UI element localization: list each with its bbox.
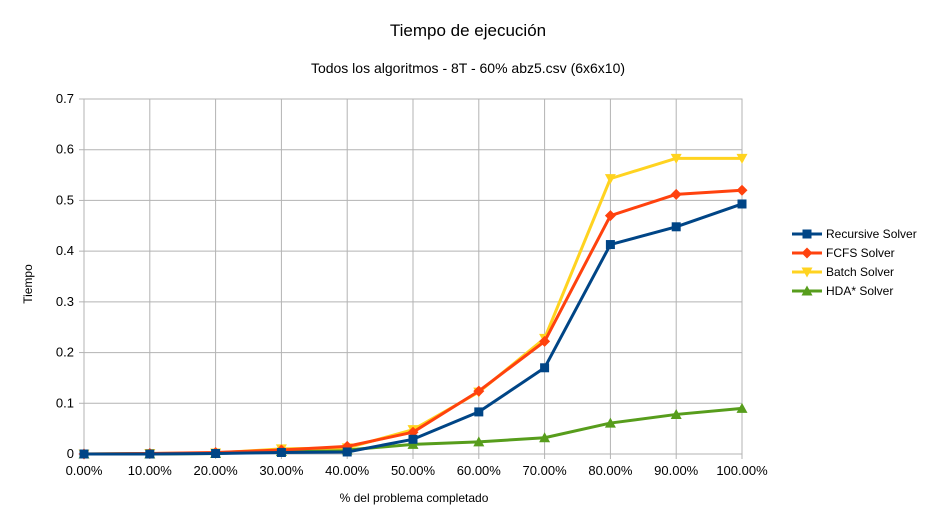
y-tick-label: 0.4 — [56, 243, 74, 258]
legend-item: HDA* Solver — [792, 284, 893, 298]
series-recursive-solver — [79, 199, 747, 459]
data-point — [670, 188, 682, 200]
data-point — [539, 335, 551, 347]
data-point — [211, 448, 221, 458]
data-point — [407, 438, 419, 449]
data-point — [604, 210, 616, 222]
data-point — [145, 449, 155, 459]
axes: 0 0.1 0.2 0.3 0.4 0.5 0.6 0.7 0.00% 10.00% 20.00% 3… — [56, 91, 768, 478]
legend-label: FCFS Solver — [826, 246, 895, 260]
data-point — [736, 402, 748, 413]
data-point — [473, 436, 485, 447]
data-point — [276, 447, 286, 457]
data-point — [79, 449, 89, 459]
data-point — [604, 174, 616, 185]
legend: Recursive Solver FCFS Solver Batch Solver H… — [792, 227, 917, 298]
x-tick-label: 100.00% — [716, 463, 768, 478]
chart-title: Tiempo de ejecución — [390, 21, 546, 40]
legend-label: HDA* Solver — [826, 284, 893, 298]
legend-swatch-marker — [802, 229, 812, 239]
x-tick-label: 40.00% — [325, 463, 370, 478]
plot-area-border — [83, 98, 743, 455]
x-tick-label: 70.00% — [523, 463, 568, 478]
data-point — [342, 447, 352, 457]
data-point — [670, 408, 682, 419]
x-tick-label: 90.00% — [654, 463, 699, 478]
x-tick-label: 30.00% — [259, 463, 304, 478]
x-tick-label: 0.00% — [66, 463, 103, 478]
legend-swatch-marker — [801, 285, 813, 296]
data-point — [671, 222, 681, 232]
data-point — [736, 153, 748, 164]
y-axis-label: Tiempo — [21, 264, 35, 304]
y-tick-label: 0.1 — [56, 395, 74, 410]
data-point — [539, 432, 551, 443]
y-tick-label: 0.2 — [56, 345, 74, 360]
y-tick-label: 0.5 — [56, 192, 74, 207]
legend-item: Recursive Solver — [792, 227, 917, 241]
data-point — [736, 184, 748, 196]
data-point — [605, 240, 615, 250]
legend-swatch-marker — [801, 247, 813, 259]
data-point — [474, 407, 484, 417]
y-tick-label: 0.6 — [56, 142, 74, 157]
data-point — [670, 153, 682, 164]
x-axis-label: % del problema completado — [340, 491, 489, 505]
y-tick-label: 0.3 — [56, 294, 74, 309]
data-point — [737, 199, 747, 209]
x-tick-label: 80.00% — [588, 463, 633, 478]
chart-subtitle: Todos los algoritmos - 8T - 60% abz5.csv… — [311, 60, 625, 76]
legend-swatch-marker — [801, 267, 813, 278]
y-tick-label: 0 — [67, 446, 74, 461]
x-tick-label: 60.00% — [457, 463, 502, 478]
y-tick-label: 0.7 — [56, 91, 74, 106]
data-point — [473, 385, 485, 397]
x-tick-label: 10.00% — [128, 463, 173, 478]
x-tick-label: 20.00% — [194, 463, 239, 478]
data-point — [408, 434, 418, 444]
legend-item: FCFS Solver — [792, 246, 895, 260]
data-point — [540, 363, 550, 373]
legend-item: Batch Solver — [792, 265, 894, 279]
legend-label: Recursive Solver — [826, 227, 917, 241]
data-point — [604, 417, 616, 428]
legend-label: Batch Solver — [826, 265, 894, 279]
series-group — [78, 153, 748, 460]
x-tick-label: 50.00% — [391, 463, 436, 478]
gridlines — [83, 98, 743, 455]
